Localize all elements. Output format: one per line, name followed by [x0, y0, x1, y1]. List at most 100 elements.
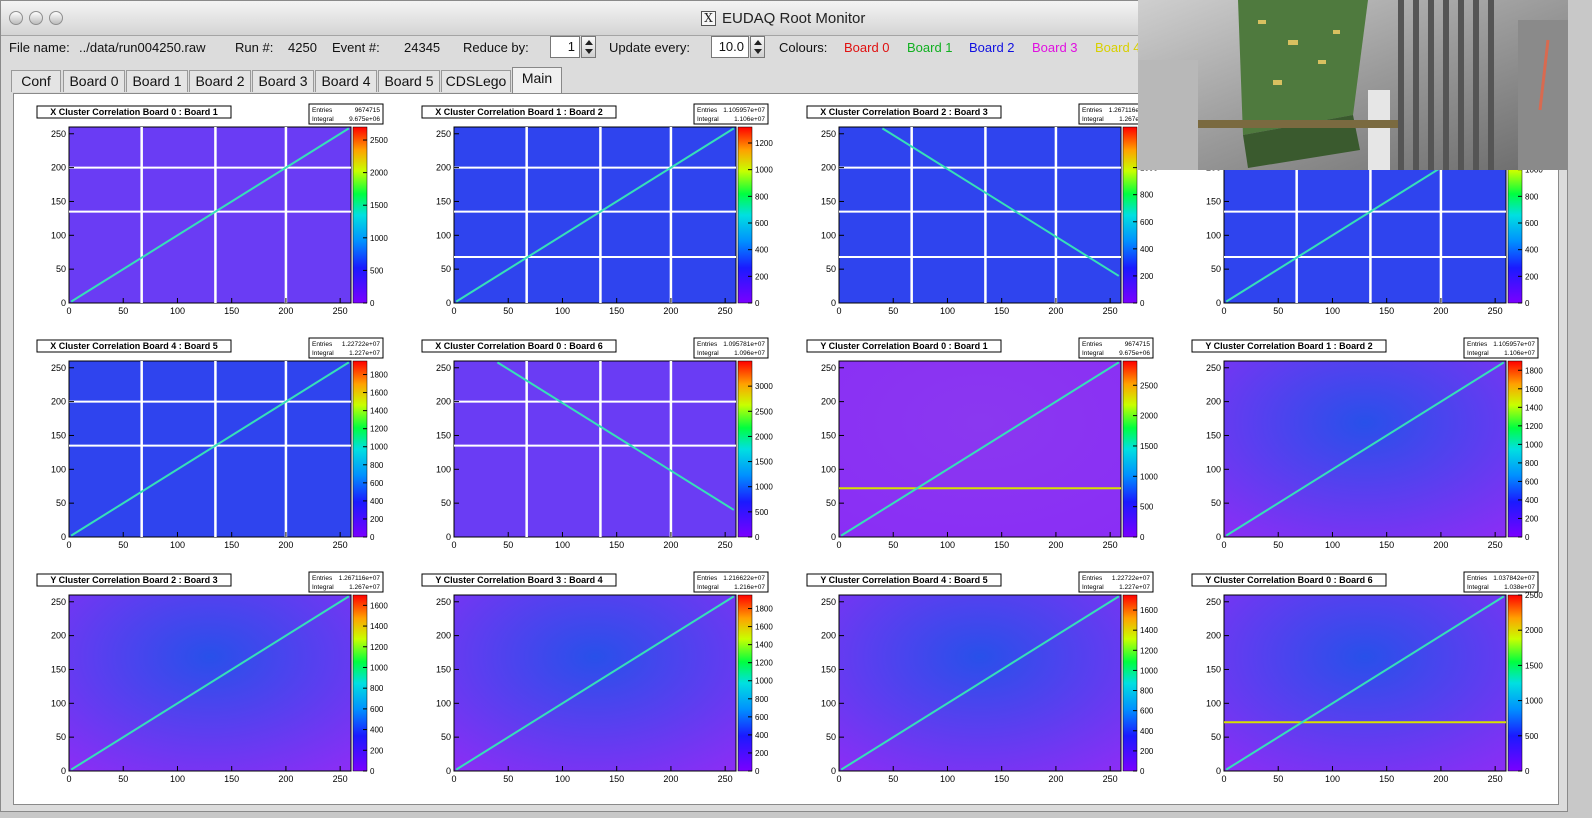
x-tick-label: 100 — [940, 306, 955, 316]
update-input[interactable]: 10.0 — [711, 36, 749, 58]
z-tick-label: 500 — [755, 508, 769, 517]
tab-board-2[interactable]: Board 2 — [189, 70, 251, 92]
reduce-spinner[interactable] — [581, 36, 596, 58]
y-tick-label: 50 — [56, 264, 66, 274]
spin-down-icon[interactable] — [585, 49, 593, 54]
x-tick-label: 150 — [1379, 540, 1394, 550]
x-tick-label: 150 — [224, 306, 239, 316]
y-tick-label: 0 — [446, 298, 451, 308]
y-tick-label: 100 — [436, 230, 451, 240]
z-tick-label: 800 — [755, 192, 769, 201]
x-tick-label: 0 — [1221, 540, 1226, 550]
tab-board-0[interactable]: Board 0 — [63, 70, 125, 92]
x-tick-label: 250 — [1103, 306, 1118, 316]
y-tick-label: 0 — [1216, 766, 1221, 776]
x-tick-label: 150 — [994, 306, 1009, 316]
x-tick-label: 100 — [170, 540, 185, 550]
tab-board-1[interactable]: Board 1 — [126, 70, 188, 92]
y-tick-label: 100 — [436, 698, 451, 708]
histogram-title: Y Cluster Correlation Board 4 : Board 5 — [820, 575, 987, 585]
z-tick-label: 1500 — [370, 201, 388, 210]
tab-cdslego[interactable]: CDSLego — [441, 70, 511, 92]
z-tick-label: 500 — [1525, 732, 1539, 741]
correlation-line — [70, 361, 350, 537]
spin-up-icon[interactable] — [754, 40, 762, 45]
z-tick-label: 0 — [370, 299, 375, 308]
histogram-pad[interactable]: 0 50 100 150 200 250 0 50 100 150 200 250 0 200 400 600… — [793, 101, 1163, 319]
x-tick-label: 100 — [170, 306, 185, 316]
y-tick-label: 50 — [826, 732, 836, 742]
histogram-pad[interactable]: 0 50 100 150 200 250 0 50 100 150 200 250 0 200 400 600… — [408, 101, 778, 319]
z-tick-label: 800 — [755, 695, 769, 704]
x-tick-label: 50 — [888, 774, 898, 784]
z-tick-label: 1000 — [755, 677, 773, 686]
histogram-pad[interactable]: 0 50 100 150 200 250 0 50 100 150 200 250 0 200 400 600… — [23, 335, 393, 553]
colour-board-2: Board 2 — [969, 40, 1015, 55]
z-tick-label: 400 — [1525, 246, 1539, 255]
stats-entries-value: 9674715 — [355, 107, 381, 114]
y-tick-label: 50 — [1211, 732, 1221, 742]
y-tick-label: 100 — [1206, 230, 1221, 240]
x-tick-label: 50 — [503, 306, 513, 316]
colour-board-1: Board 1 — [907, 40, 953, 55]
z-tick-label: 600 — [370, 479, 384, 488]
tab-main[interactable]: Main — [512, 67, 562, 93]
z-tick-label: 600 — [755, 713, 769, 722]
zoom-icon[interactable] — [49, 11, 63, 25]
x-tick-label: 200 — [1433, 774, 1448, 784]
histogram-svg: 0 50 100 150 200 2500501001502002500500100015… — [806, 337, 1158, 550]
histogram-pad[interactable]: 0 50 100 150 200 250 0 50 100 150 200 250 0 200 400 600… — [23, 569, 393, 787]
histogram-pad[interactable]: 0 50 100 150 200 250 0 50 100 150 200 250 0 500 1000 15… — [1178, 569, 1548, 787]
y-tick-label: 250 — [51, 363, 66, 373]
reduce-input[interactable]: 1 — [550, 36, 580, 58]
tab-board-5[interactable]: Board 5 — [378, 70, 440, 92]
z-tick-label: 0 — [1525, 299, 1530, 308]
stats-entries-label: Entries — [697, 107, 718, 114]
y-tick-label: 150 — [51, 664, 66, 674]
stats-entries-value: 1.267116e+07 — [339, 575, 381, 582]
video-overlay — [1138, 0, 1568, 170]
histogram-pad[interactable]: 0 50 100 150 200 250 0 50 100 150 200 250 0 500 1000 15… — [23, 101, 393, 319]
x-tick-label: 250 — [1488, 774, 1503, 784]
y-tick-label: 150 — [1206, 430, 1221, 440]
histogram-pad[interactable]: 0 50 100 150 200 250 0 50 100 150 200 250 0 500 1000 15… — [793, 335, 1163, 553]
stats-box — [1078, 337, 1154, 359]
close-icon[interactable] — [9, 11, 23, 25]
colour-board-0: Board 0 — [844, 40, 890, 55]
update-spinner[interactable] — [750, 36, 765, 58]
spin-up-icon[interactable] — [585, 40, 593, 45]
z-tick-label: 1600 — [1140, 606, 1158, 615]
x-tick-label: 100 — [940, 774, 955, 784]
histogram-pad[interactable]: 0 50 100 150 200 250 0 50 100 150 200 250 0 200 400 600… — [408, 569, 778, 787]
histogram-pad[interactable]: 0 50 100 150 200 250 0 50 100 150 200 250 0 200 400 600… — [793, 569, 1163, 787]
y-tick-label: 150 — [436, 664, 451, 674]
spin-down-icon[interactable] — [754, 49, 762, 54]
title-box — [421, 573, 617, 587]
y-tick-label: 200 — [821, 631, 836, 641]
x-tick-label: 150 — [609, 540, 624, 550]
correlation-line — [840, 361, 1120, 537]
tab-board-4[interactable]: Board 4 — [315, 70, 377, 92]
y-tick-label: 100 — [51, 464, 66, 474]
tab-conf[interactable]: Conf — [11, 70, 61, 92]
z-tick-label: 1200 — [755, 659, 773, 668]
y-tick-label: 50 — [826, 264, 836, 274]
correlation-line — [1225, 361, 1505, 537]
x-tick-label: 50 — [888, 540, 898, 550]
tab-board-3[interactable]: Board 3 — [252, 70, 314, 92]
stats-entries-label: Entries — [697, 575, 718, 582]
correlation-line — [1225, 595, 1505, 771]
y-tick-label: 200 — [821, 397, 836, 407]
window-title: EUDAQ Root Monitor — [722, 10, 866, 27]
z-tick-label: 1500 — [755, 458, 773, 467]
histogram-pad[interactable]: 0 50 100 150 200 250 0 50 100 150 200 250 0 500 1000 15… — [408, 335, 778, 553]
histogram-pad[interactable]: 0 50 100 150 200 250 0 50 100 150 200 250 0 200 400 600… — [1178, 335, 1548, 553]
z-tick-label: 500 — [370, 266, 384, 275]
y-tick-label: 250 — [821, 363, 836, 373]
histogram-title: Y Cluster Correlation Board 2 : Board 3 — [50, 575, 217, 585]
minimize-icon[interactable] — [29, 11, 43, 25]
y-tick-label: 250 — [1206, 363, 1221, 373]
x-tick-label: 150 — [1379, 774, 1394, 784]
z-tick-label: 600 — [1140, 218, 1154, 227]
y-tick-label: 250 — [821, 129, 836, 139]
